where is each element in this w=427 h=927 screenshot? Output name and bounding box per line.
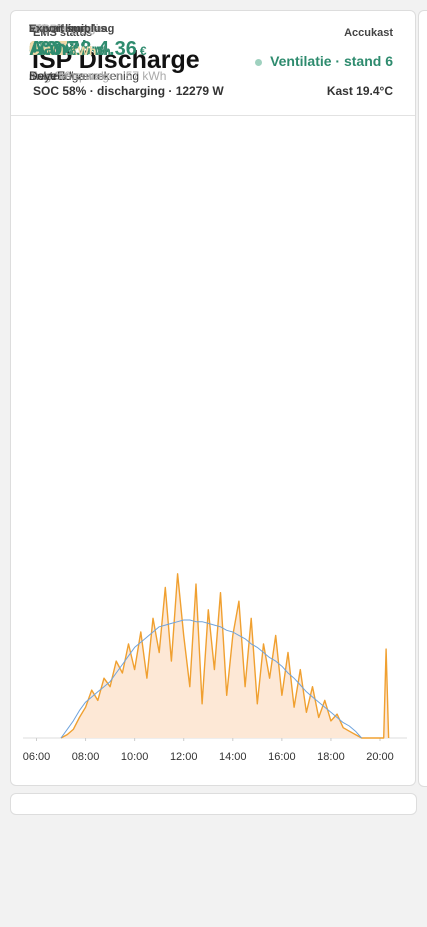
value-unit: W xyxy=(94,44,106,58)
x-tick-label: 14:00 xyxy=(219,751,247,763)
tile-value: – xyxy=(29,38,40,61)
tile-label: Deye xyxy=(29,23,56,35)
tile-sub: Nog 0.0 · morgen 57 kWh xyxy=(29,69,167,83)
status-dot xyxy=(255,58,263,66)
page: EMS status Accukast ISP Discharge Ventil… xyxy=(10,10,427,815)
status: Ventilatie · stand 6 xyxy=(255,53,393,69)
line xyxy=(60,619,362,739)
x-tick-label: 12:00 xyxy=(170,751,198,763)
value-unit: W xyxy=(43,44,55,58)
x-tick-label: 08:00 xyxy=(72,751,100,763)
x-tick-label: 06:00 xyxy=(23,751,51,763)
tile-sub: Omvormer xyxy=(29,69,86,83)
tile-label: aFRR xyxy=(29,23,58,35)
tile-label: Totaal vaandaag xyxy=(29,23,115,35)
tile-value: -10028 W xyxy=(29,38,106,61)
tile-sub: Deye xyxy=(29,69,58,83)
tile-value: 0.317/kWh xyxy=(29,38,111,61)
tile-sub: Invoeden xyxy=(29,69,79,83)
ems-card: EMS status Accukast ISP Discharge Ventil… xyxy=(10,10,416,786)
tile-sub: Actuele opwek xyxy=(29,69,108,83)
side-card xyxy=(418,10,427,787)
tile-value: Aan xyxy=(29,38,67,61)
value-text: 0.277 xyxy=(29,38,80,60)
chart: 06:00 08:00 10:00 12:00 14:00 16:00 18:00 20:00 xyxy=(23,573,407,763)
tile: Zonne-energie 39.7 kWh Nog 0.0 · morgen 57 … xyxy=(11,23,213,597)
header-right-label: Accukast xyxy=(344,27,393,39)
value-unit: % xyxy=(65,44,77,58)
value-text: 0 xyxy=(29,38,41,60)
value-unit: /kWh xyxy=(82,44,111,58)
header-title: ISP Discharge xyxy=(32,46,200,74)
tile-label: Power limit xyxy=(29,23,88,35)
value-text: -3.92 / -4.36 xyxy=(29,38,137,60)
tile-label: PV vermogen xyxy=(29,23,100,35)
value-text: -10028 xyxy=(29,38,92,60)
value-unit: W xyxy=(43,44,55,58)
value-text: 0.317 xyxy=(29,38,80,60)
tile: Afnemen 0.317/kWh xyxy=(11,23,146,263)
tile: aFRR – xyxy=(11,23,146,347)
status-text: Ventilatie · stand 6 xyxy=(270,53,393,69)
line xyxy=(60,573,390,739)
tile: Deye 0 W Omvormer xyxy=(11,23,213,845)
x-tick-label: 18:00 xyxy=(317,751,345,763)
x-tick-label: 20:00 xyxy=(366,751,394,763)
tile-label: Invoeden xyxy=(29,23,78,35)
tile: SolarEdge 0 W Omvormer xyxy=(11,23,213,680)
tile: Netvermogen -10028 W Invoeden xyxy=(11,23,213,179)
tile-value: 39.7 kWh xyxy=(29,38,96,61)
value-text: 0 xyxy=(29,38,41,60)
value-text: Aan xyxy=(29,38,67,60)
value-text: – xyxy=(29,38,41,60)
tile-value: 100% xyxy=(29,38,76,61)
tile: Power limit 100% SolarEdge xyxy=(11,23,213,763)
temperature: Kast 19.4°C xyxy=(326,84,393,98)
x-tick-label: 10:00 xyxy=(121,751,149,763)
value-unit: W xyxy=(43,44,55,58)
value-text: 39.7 xyxy=(29,38,68,60)
tile-sub: SolarEdge xyxy=(29,69,86,83)
tile-label: Export surplus xyxy=(29,23,107,35)
tile-label: Afnemen xyxy=(29,23,77,35)
tile-sub: Omvormer xyxy=(29,69,86,83)
tile-label: Zonne-energie xyxy=(29,23,105,35)
divider xyxy=(11,115,415,116)
value-text: 0 xyxy=(29,38,41,60)
tile: Export surplus Aan Deye xyxy=(11,23,213,927)
area xyxy=(61,573,389,738)
tile-value: 0.277/kWh xyxy=(29,38,111,61)
tile-label: SolarEdge xyxy=(29,23,84,35)
value-unit: € xyxy=(139,44,147,58)
value-unit: kWh xyxy=(70,44,97,58)
tile-sub: Kosten / verrekening xyxy=(29,69,140,83)
tile-value: -3.92 / -4.36 € xyxy=(29,38,147,61)
tile: Totaal vaandaag -3.92 / -4.36 € Kosten / ve… xyxy=(11,11,213,95)
value-text: 100 xyxy=(29,38,63,60)
summary: SOC 58% · discharging · 12279 W xyxy=(33,84,224,98)
x-tick-label: 16:00 xyxy=(268,751,296,763)
tile: Invoeden 0.277/kWh xyxy=(11,23,145,431)
tile-label: Netvermogen xyxy=(29,23,100,35)
header-label: EMS status xyxy=(33,27,93,39)
tile: PV vermogen 0 W Actuele opwek xyxy=(11,23,213,514)
value-unit: /kWh xyxy=(82,44,111,58)
